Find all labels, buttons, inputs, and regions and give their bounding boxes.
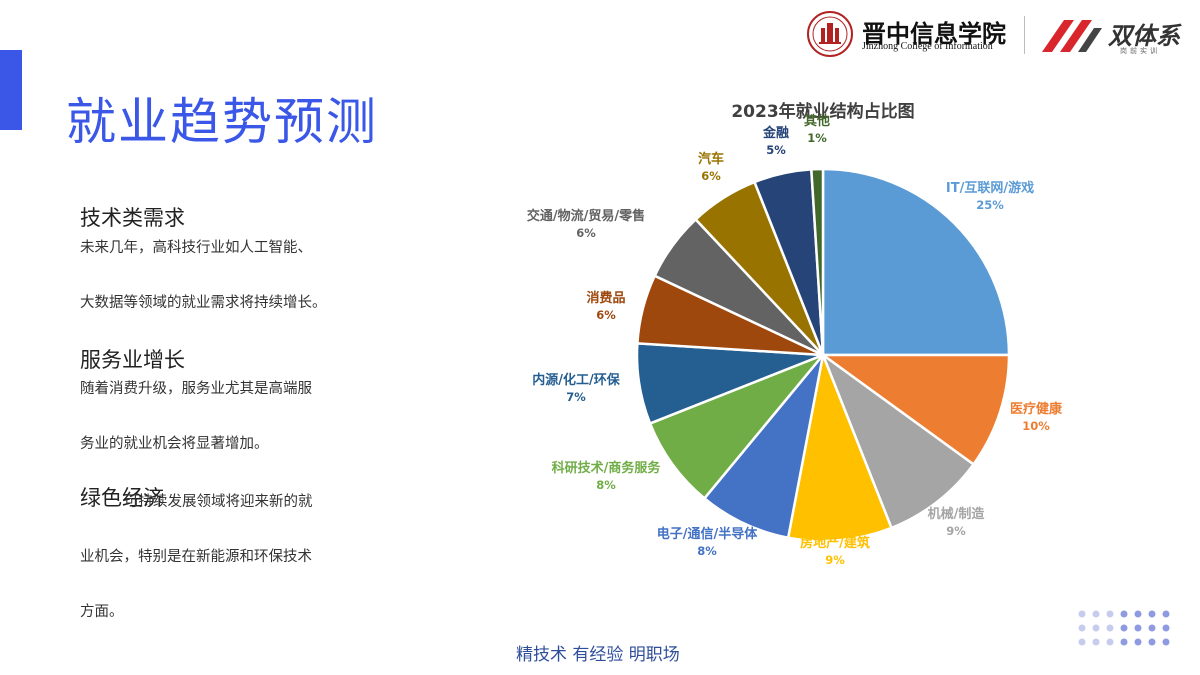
- pie-slice: [809, 167, 825, 356]
- slice-label: 房地产/建筑: [800, 535, 870, 551]
- slice-value-label: 5%: [766, 143, 786, 157]
- college-seal-icon: [807, 11, 853, 57]
- chart-title: 2023年就业结构占比图: [731, 101, 914, 122]
- section-text-line: 随着消费升级，服务业尤其是高端服: [80, 381, 312, 397]
- slice-label: IT/互联网/游戏: [946, 180, 1034, 196]
- employment-pie-chart: 2023年就业结构占比图 IT/互联网/游戏 25% 医疗健康 10% 机械/制造 9% 房…: [527, 101, 1063, 567]
- brand-name: 双体系: [1108, 22, 1180, 50]
- pie-slice: [819, 353, 1011, 467]
- slice-value-label: 25%: [976, 198, 1004, 212]
- section-text-line: 方面。: [80, 604, 124, 620]
- section-heading-green: 绿色经济: [80, 486, 164, 510]
- pie-slice: [786, 350, 894, 543]
- college-name-en: Jinzhong College of Information: [862, 41, 993, 52]
- slice-value-label: 6%: [701, 169, 721, 183]
- slice-value-label: 8%: [697, 544, 717, 558]
- header-logos: 晋中信息学院 Jinzhong College of Information 双…: [806, 10, 1186, 60]
- slice-value-label: 8%: [596, 478, 616, 492]
- section-text-line: 业机会，特别是在新能源和环保技术: [80, 549, 312, 565]
- slice-label: 金融: [762, 125, 789, 141]
- decorative-dots: [1078, 610, 1170, 646]
- slice-label: 科研技术/商务服务: [552, 460, 662, 476]
- slice-value-label: 9%: [946, 524, 966, 538]
- section-text-line: 大数据等领域的就业需求将持续增长。: [80, 295, 327, 311]
- slice-label: 医疗健康: [1010, 401, 1063, 417]
- college-name-cn: 晋中信息学院: [862, 19, 1006, 48]
- slice-label: 交通/物流/贸易/零售: [527, 208, 645, 224]
- pie-slice: [648, 353, 824, 501]
- slice-label: 消费品: [586, 290, 625, 306]
- brand-mark-icon: [1042, 20, 1102, 52]
- accent-bar: [0, 50, 22, 130]
- section-text-line: 务业的就业机会将显著增加。: [80, 436, 269, 452]
- slice-label: 电子/通信/半导体: [657, 526, 758, 542]
- slice-value-label: 10%: [1022, 419, 1050, 433]
- slice-label: 机械/制造: [928, 506, 986, 522]
- logo-divider: [1024, 16, 1025, 54]
- section-heading-tech: 技术类需求: [80, 206, 185, 230]
- brand-subtitle: 岗前实训: [1120, 47, 1160, 55]
- slice-value-label: 6%: [576, 226, 596, 240]
- slice-label: 汽车: [698, 151, 724, 167]
- slice-label: 其他: [804, 113, 830, 129]
- slide-title: 就业趋势预测: [66, 93, 378, 151]
- section-text-line: 可持续发展领域将迎来新的就: [124, 494, 313, 510]
- slice-value-label: 1%: [807, 131, 827, 145]
- slice-value-label: 7%: [566, 390, 586, 404]
- pie-slice: [821, 167, 1011, 357]
- pie-slice: [820, 351, 976, 530]
- slice-value-label: 9%: [825, 553, 845, 567]
- section-heading-service: 服务业增长: [80, 348, 185, 372]
- slice-label: 内源/化工/环保: [532, 372, 620, 388]
- pie-slice: [702, 354, 825, 540]
- slice-value-label: 6%: [596, 308, 616, 322]
- slide-tagline: 精技术 有经验 明职场: [516, 645, 680, 665]
- section-text-line: 未来几年，高科技行业如人工智能、: [80, 240, 312, 256]
